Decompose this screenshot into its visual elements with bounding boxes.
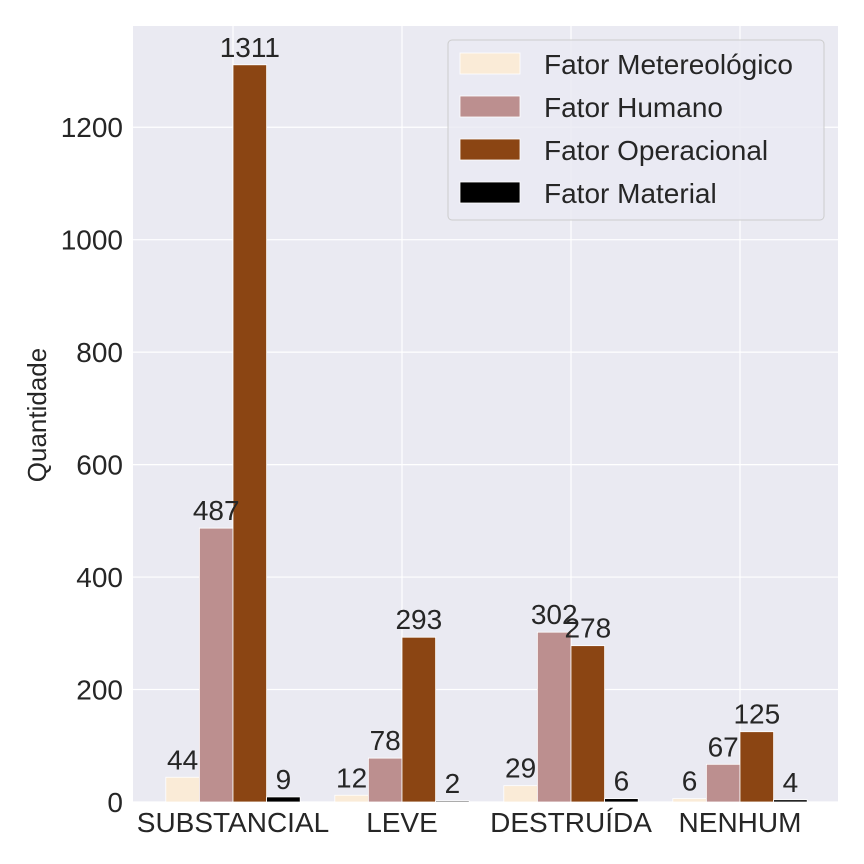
bar	[604, 798, 639, 803]
x-tick-label: NENHUM	[679, 807, 802, 838]
bar-value-label: 67	[708, 731, 739, 762]
bar	[672, 798, 707, 803]
bar	[401, 636, 436, 803]
bar	[198, 527, 234, 803]
bar-value-label: 6	[682, 766, 698, 797]
legend-swatch	[459, 52, 521, 75]
bar-value-label: 9	[276, 764, 292, 795]
legend-label: Fator Humano	[544, 92, 723, 123]
x-tick-label: DESTRUÍDA	[490, 807, 652, 838]
bar	[739, 731, 774, 803]
legend: Fator Metereológico Fator Humano Fator Ope…	[447, 39, 825, 221]
bar-value-label: 78	[370, 725, 401, 756]
bar	[165, 776, 200, 803]
bar	[706, 763, 741, 803]
bar-value-label: 44	[167, 744, 198, 775]
bar	[570, 645, 605, 803]
bar	[435, 800, 470, 803]
bar-value-label: 293	[395, 604, 442, 635]
legend-label: Fator Operacional	[544, 135, 768, 166]
bar-value-label: 2	[445, 768, 461, 799]
bar	[266, 796, 301, 803]
y-tick-label: 0	[107, 787, 123, 818]
legend-label: Fator Material	[544, 178, 717, 209]
legend-label: Fator Metereológico	[544, 49, 793, 80]
bar-value-label: 1311	[220, 32, 280, 63]
y-tick-label: 800	[76, 337, 123, 368]
y-tick-label: 1000	[61, 225, 123, 256]
x-tick-label: SUBSTANCIAL	[137, 807, 329, 838]
x-tick-label: LEVE	[366, 807, 438, 838]
bar-value-label: 12	[336, 762, 367, 793]
bar	[503, 785, 538, 803]
bar-value-label: 302	[531, 599, 578, 630]
x-axis-ticks: SUBSTANCIAL LEVE DESTRUÍDA NENHUM	[137, 807, 802, 838]
legend-swatch	[459, 138, 521, 161]
y-axis-label: Quantidade	[22, 348, 52, 482]
bar-value-label: 4	[783, 767, 799, 798]
bar	[232, 64, 267, 803]
bar	[367, 757, 403, 803]
y-axis-ticks: 0 200 400 600 800 1000 1200	[61, 112, 123, 818]
bar-value-label: 6	[614, 766, 630, 797]
bar-value-label: 29	[505, 753, 536, 784]
y-tick-label: 400	[76, 562, 123, 593]
bar-value-label: 278	[564, 613, 611, 644]
bar	[537, 631, 572, 803]
legend-swatch	[459, 181, 521, 204]
bar	[773, 799, 808, 803]
bar	[334, 794, 369, 803]
legend-frame	[447, 39, 825, 221]
bars	[165, 64, 808, 803]
bar-value-label: 487	[193, 495, 240, 526]
bar-value-label: 125	[733, 699, 780, 730]
legend-swatch	[459, 95, 521, 118]
y-tick-label: 1200	[61, 112, 123, 143]
y-tick-label: 600	[76, 450, 123, 481]
y-tick-label: 200	[76, 675, 123, 706]
